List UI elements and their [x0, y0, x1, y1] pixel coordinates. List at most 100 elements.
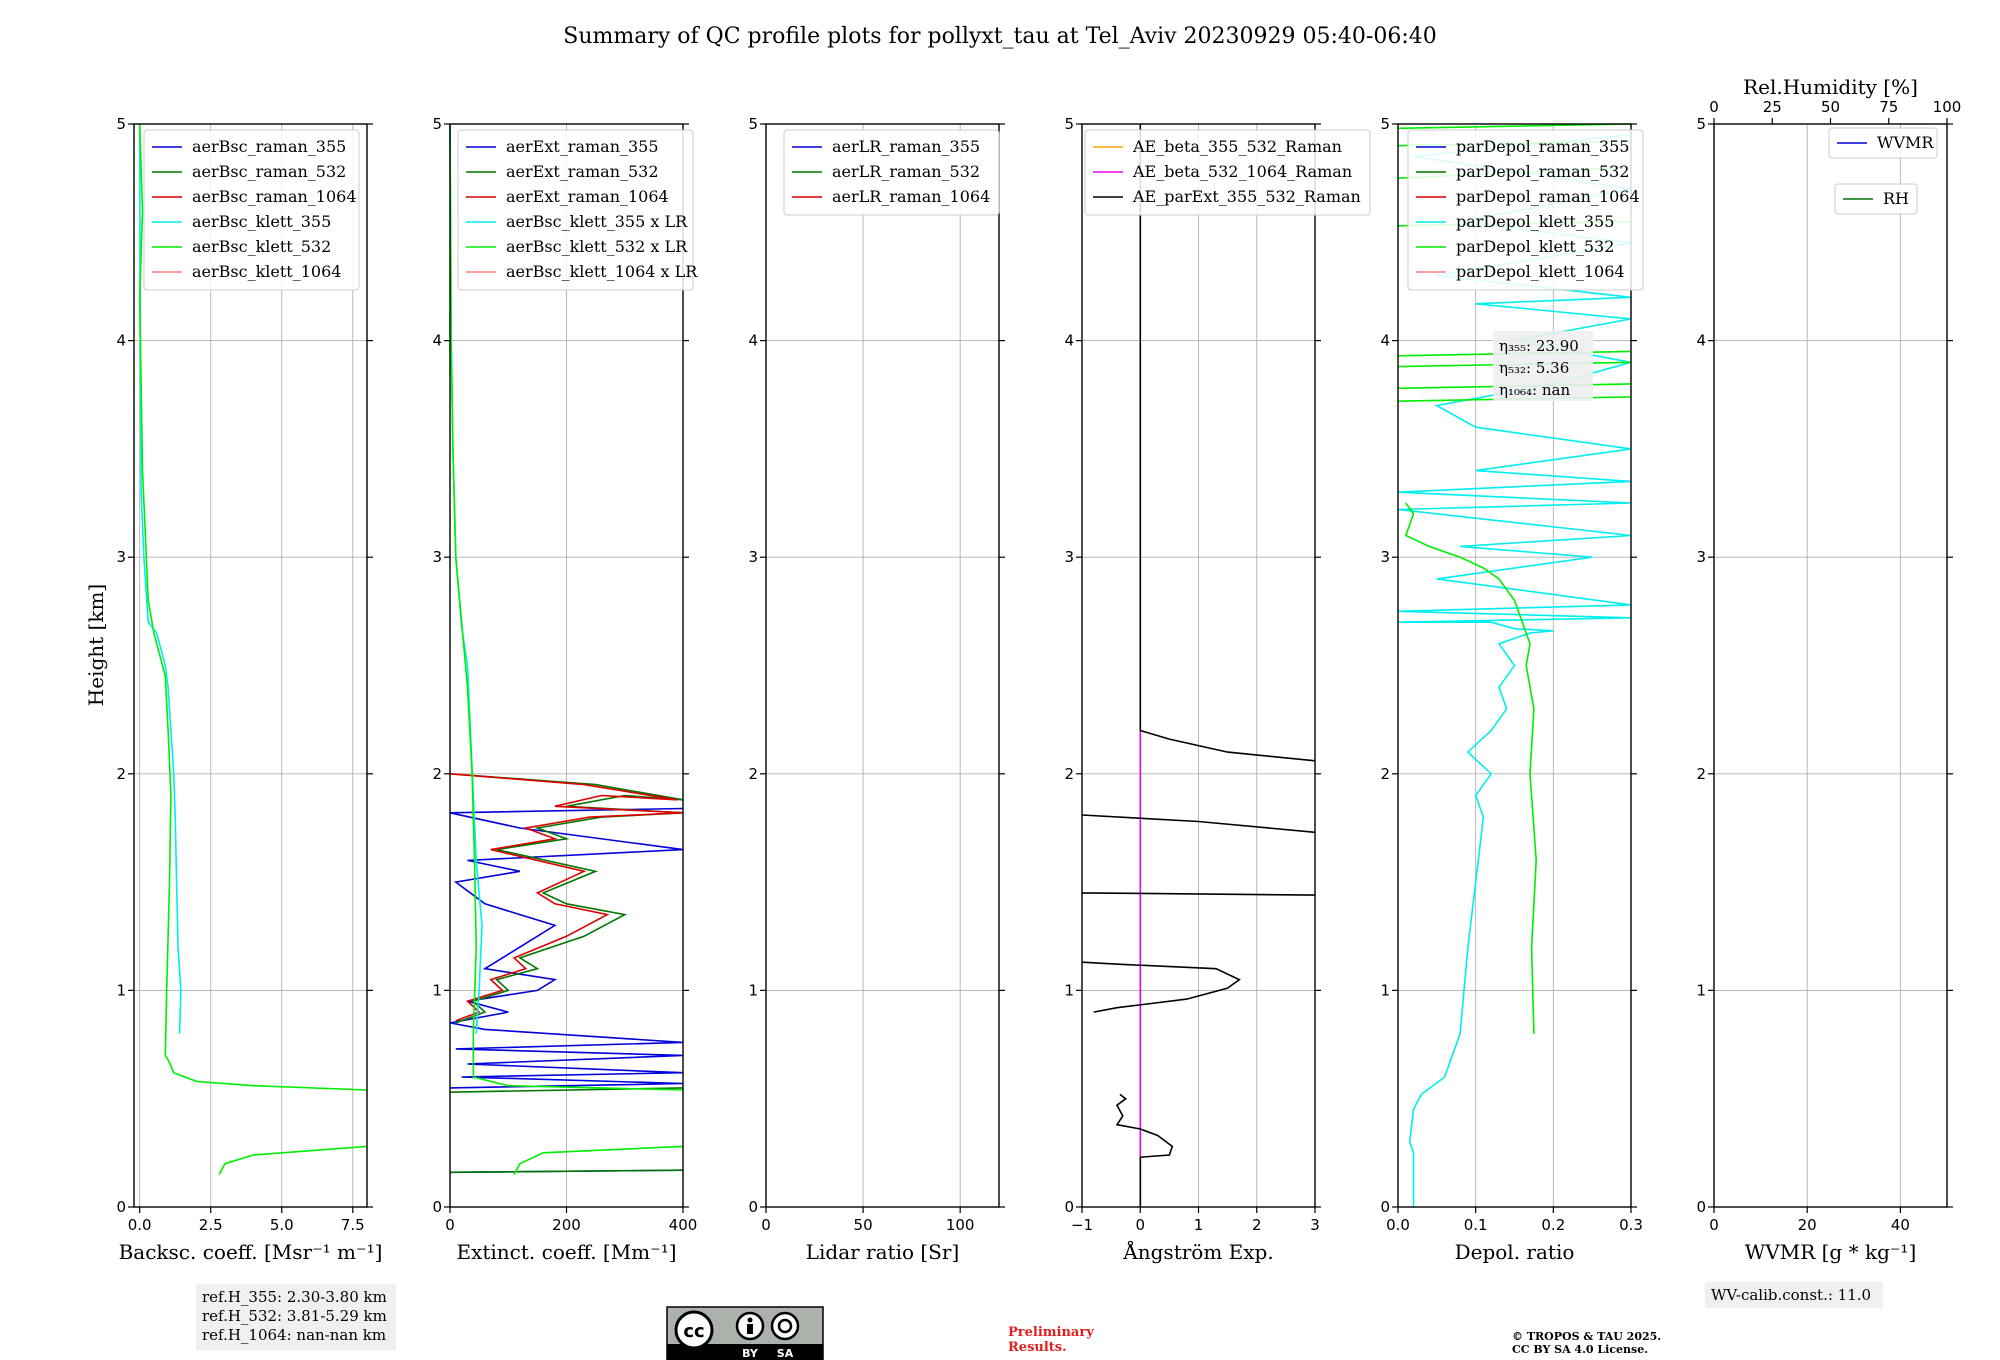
- x-tick-label: 7.5: [341, 1216, 365, 1234]
- y-tick-label: 0: [116, 1198, 126, 1216]
- x-tick-label: 5.0: [270, 1216, 294, 1234]
- y-tick-label: 1: [116, 981, 126, 999]
- y-tick-label: 1: [748, 981, 758, 999]
- x-tick-label: 0.3: [1619, 1216, 1643, 1234]
- legend-label: parDepol_raman_1064: [1456, 187, 1640, 206]
- x-tick-label: 40: [1891, 1216, 1910, 1234]
- legend-label: aerBsc_klett_355: [192, 212, 331, 231]
- y-tick-label: 5: [1064, 115, 1074, 133]
- top-x-tick-label: 100: [1933, 98, 1962, 116]
- preliminary-line-2: Results.: [1008, 1340, 1067, 1355]
- y-tick-label: 3: [748, 548, 758, 566]
- legend-label: aerLR_raman_355: [832, 137, 980, 156]
- series-aerext-raman-1064: [449, 773, 684, 1022]
- plot-area: [1713, 123, 1948, 1208]
- cc-by-label: BY: [742, 1347, 759, 1360]
- y-tick-label: 4: [432, 332, 442, 350]
- legend-label: RH: [1883, 189, 1909, 208]
- cc-sa-label: SA: [777, 1347, 794, 1360]
- x-tick-label: 3: [1310, 1216, 1320, 1234]
- top-x-tick-label: 50: [1821, 98, 1840, 116]
- legend-box: [1828, 127, 1938, 159]
- x-tick-label: 0: [761, 1216, 771, 1234]
- y-tick-label: 4: [1380, 332, 1390, 350]
- legend-label: WVMR: [1877, 133, 1934, 152]
- y-tick-label: 1: [432, 981, 442, 999]
- panel-6: 0 20 40 0 1 2 3 4 5 WVMR [g * kg⁻¹] 0 25 50 75 100 Rel.…: [1696, 75, 1961, 1308]
- y-tick-label: 2: [1380, 765, 1390, 783]
- y-tick-label: 2: [116, 765, 126, 783]
- legend-label: AE_beta_532_1064_Raman: [1132, 162, 1352, 181]
- series-aerbsc-klett-532: [138, 123, 368, 1175]
- x-tick-label: 0: [1135, 1216, 1145, 1234]
- series-ae-parext-355-532-raman: [1081, 124, 1316, 1207]
- panel-5: 0.0 0.1 0.2 0.3 0 1 2 3 4 5 Depol. ratio parDepol_r…: [1380, 115, 1644, 1264]
- info-line: WV-calib.const.: 11.0: [1711, 1286, 1871, 1304]
- share-alike-icon: [770, 1311, 800, 1341]
- legend-label: aerBsc_raman_1064: [192, 187, 357, 206]
- legend-label: parDepol_raman_355: [1456, 137, 1629, 156]
- y-tick-label: 3: [1064, 548, 1074, 566]
- x-tick-label: 0.1: [1464, 1216, 1488, 1234]
- cc-icon: [674, 1310, 714, 1350]
- legend-label: aerExt_raman_532: [506, 162, 659, 181]
- x-tick-label: 2: [1252, 1216, 1262, 1234]
- panel-3: 0 50 100 0 1 2 3 4 5 Lidar ratio [Sr] aerLR_raman_…: [748, 115, 1005, 1264]
- legend-label: parDepol_raman_532: [1456, 162, 1629, 181]
- legend-box: [1084, 129, 1371, 216]
- plot-area: [1397, 123, 1632, 1208]
- y-tick-label: 0: [1064, 1198, 1074, 1216]
- legend-box: [1834, 183, 1918, 215]
- y-tick-label: 5: [748, 115, 758, 133]
- y-tick-label: 3: [1380, 548, 1390, 566]
- top-x-axis-label: Rel.Humidity [%]: [1743, 75, 1918, 99]
- copyright-line-2: CC BY SA 4.0 License.: [1512, 1343, 1648, 1356]
- info-line: η₃₅₅: 23.90: [1499, 337, 1579, 355]
- legend-label: aerExt_raman_1064: [506, 187, 669, 206]
- legend-label: parDepol_klett_532: [1456, 237, 1614, 256]
- info-line: η₁₀₆₄: nan: [1499, 381, 1570, 399]
- y-tick-label: 3: [116, 548, 126, 566]
- y-tick-label: 5: [432, 115, 442, 133]
- y-tick-label: 2: [1696, 765, 1706, 783]
- y-tick-label: 2: [432, 765, 442, 783]
- legend-label: AE_parExt_355_532_Raman: [1132, 187, 1361, 206]
- x-tick-label: 100: [946, 1216, 975, 1234]
- y-tick-label: 0: [432, 1198, 442, 1216]
- series-aerbsc-klett-355: [138, 123, 182, 1034]
- panel-1: 0.0 2.5 5.0 7.5 0 1 2 3 4 5 Backsc. coeff. [Msr⁻¹ …: [116, 115, 396, 1350]
- x-tick-label: 1: [1194, 1216, 1204, 1234]
- x-tick-label: 50: [854, 1216, 873, 1234]
- x-tick-label: 2.5: [199, 1216, 223, 1234]
- plot-area: [133, 123, 368, 1208]
- y-tick-label: 5: [116, 115, 126, 133]
- preliminary-line-1: Preliminary: [1008, 1325, 1094, 1340]
- y-tick-label: 5: [1696, 115, 1706, 133]
- x-axis-label: Lidar ratio [Sr]: [806, 1240, 960, 1264]
- y-tick-label: 3: [1696, 548, 1706, 566]
- y-tick-label: 1: [1064, 981, 1074, 999]
- info-line: η₅₃₂: 5.36: [1499, 359, 1569, 377]
- x-tick-label: 0: [1709, 1216, 1719, 1234]
- series-pardepol-klett-355: [1397, 134, 1632, 1207]
- info-line: ref.H_532: 3.81-5.29 km: [202, 1307, 387, 1325]
- y-tick-label: 1: [1380, 981, 1390, 999]
- top-x-tick-label: 75: [1879, 98, 1898, 116]
- y-tick-label: 0: [1696, 1198, 1706, 1216]
- x-tick-label: 20: [1798, 1216, 1817, 1234]
- y-tick-label: 2: [1064, 765, 1074, 783]
- y-tick-label: 4: [116, 332, 126, 350]
- legend-label: aerExt_raman_355: [506, 137, 659, 156]
- y-tick-label: 5: [1380, 115, 1390, 133]
- svg-text:cc: cc: [683, 1321, 704, 1342]
- info-line: ref.H_1064: nan-nan km: [202, 1326, 386, 1344]
- legend-box: [1407, 129, 1644, 291]
- y-axis-label: Height [km]: [84, 584, 108, 706]
- copyright-line-1: © TROPOS & TAU 2025.: [1512, 1330, 1661, 1343]
- y-tick-label: 4: [1696, 332, 1706, 350]
- x-tick-label: 200: [552, 1216, 581, 1234]
- y-tick-label: 4: [1064, 332, 1074, 350]
- top-x-tick-label: 25: [1763, 98, 1782, 116]
